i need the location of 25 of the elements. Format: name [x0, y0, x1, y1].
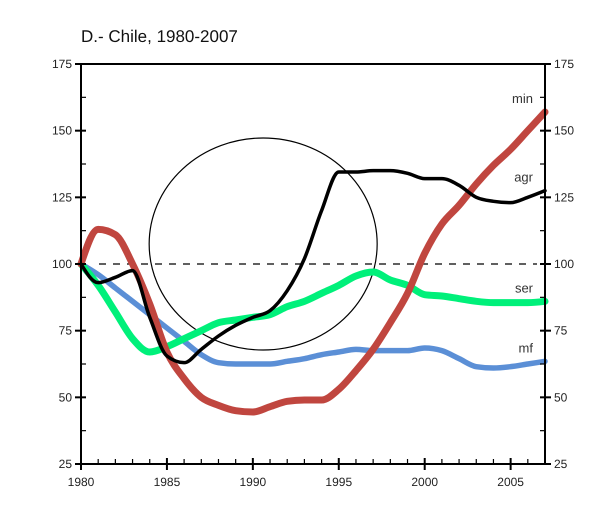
series-label: min [512, 91, 533, 106]
y2-tick-label: 50 [554, 390, 568, 404]
y2-tick-label: 175 [554, 57, 574, 71]
x-tick-label: 2005 [497, 475, 524, 489]
x-tick-label: 2000 [411, 475, 438, 489]
x-tick-label: 1990 [240, 475, 267, 489]
y2-tick-label: 125 [554, 190, 574, 204]
series-label: mf [518, 340, 534, 356]
x-tick-label: 1985 [154, 475, 181, 489]
y-tick-label: 100 [52, 257, 72, 271]
x-tick-label: 1980 [68, 475, 95, 489]
y-tick-label: 175 [52, 57, 72, 71]
series-label: agr [514, 170, 534, 185]
y2-tick-label: 150 [554, 124, 574, 138]
y-tick-label: 125 [52, 190, 72, 204]
y2-tick-label: 75 [554, 324, 568, 338]
chart-title: D.- Chile, 1980-2007 [81, 27, 238, 46]
x-tick-label: 1995 [325, 475, 352, 489]
y-tick-label: 25 [58, 457, 72, 471]
y2-tick-label: 25 [554, 457, 568, 471]
y-tick-label: 75 [58, 324, 72, 338]
y-tick-label: 150 [52, 124, 72, 138]
y2-tick-label: 100 [554, 257, 574, 271]
series-label: ser [514, 280, 534, 296]
y-tick-label: 50 [58, 390, 72, 404]
